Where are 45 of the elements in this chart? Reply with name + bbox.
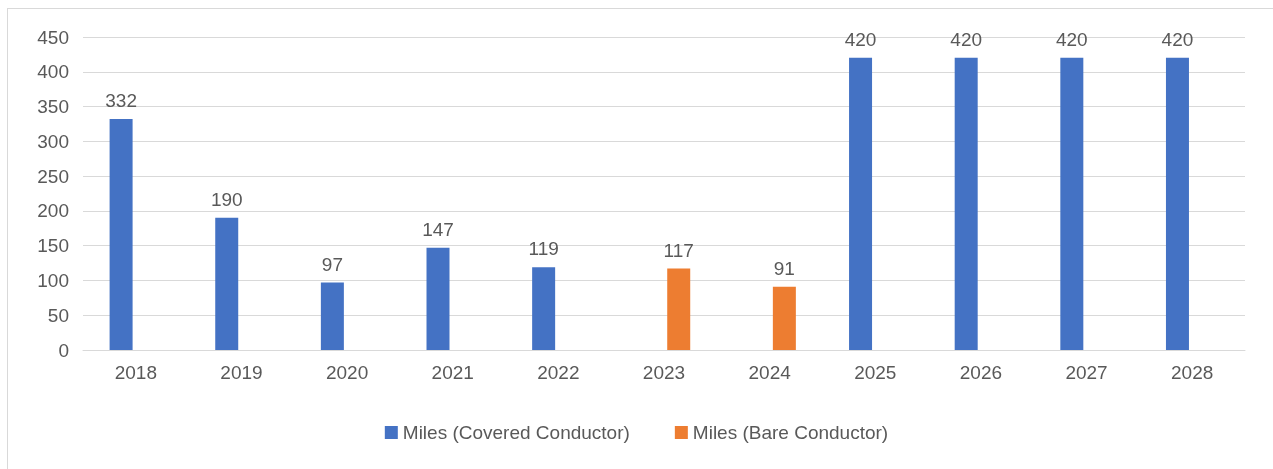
bar	[320, 282, 344, 350]
y-tick-label: 250	[37, 165, 69, 187]
bar	[667, 268, 691, 350]
bar	[954, 57, 978, 350]
data-label: 332	[105, 90, 137, 112]
bar	[1165, 57, 1189, 350]
legend-label: Miles (Covered Conductor)	[402, 422, 630, 443]
y-tick-label: 400	[37, 61, 69, 83]
x-tick-label: 2021	[431, 362, 474, 383]
x-tick-label: 2019	[220, 362, 263, 383]
y-tick-label: 300	[37, 130, 69, 152]
y-tick-label: 100	[37, 269, 69, 291]
y-tick-label: 50	[47, 304, 69, 326]
legend-label: Miles (Bare Conductor)	[692, 422, 889, 443]
x-tick-label: 2018	[114, 362, 157, 383]
bar	[849, 57, 873, 350]
y-tick-label: 150	[37, 235, 69, 257]
bar	[772, 286, 796, 350]
bar	[215, 217, 239, 350]
data-label: 97	[321, 253, 343, 275]
x-tick-label: 2028	[1171, 362, 1214, 383]
data-label: 190	[210, 188, 243, 210]
x-tick-label: 2020	[325, 362, 369, 383]
x-tick-label: 2022	[537, 362, 580, 383]
bar	[1060, 57, 1084, 350]
y-tick-label: 350	[37, 96, 69, 118]
x-tick-label: 2024	[748, 362, 792, 383]
data-label: 91	[773, 257, 795, 279]
data-label: 119	[528, 238, 559, 260]
y-tick-label: 450	[37, 26, 69, 48]
bar	[426, 247, 450, 350]
data-label: 147	[422, 218, 454, 240]
x-tick-label: 2026	[959, 362, 1003, 383]
x-tick-label: 2023	[642, 362, 686, 383]
bar	[532, 267, 556, 350]
data-label: 117	[663, 239, 694, 261]
bar	[109, 119, 133, 350]
x-tick-label: 2027	[1065, 362, 1108, 383]
x-tick-label: 2025	[854, 362, 897, 383]
data-label: 420	[1161, 28, 1194, 50]
y-tick-label: 200	[37, 200, 69, 222]
y-tick-label: 0	[58, 339, 69, 361]
data-label: 420	[950, 28, 983, 50]
data-label: 420	[1055, 28, 1088, 50]
data-label: 420	[844, 28, 877, 50]
